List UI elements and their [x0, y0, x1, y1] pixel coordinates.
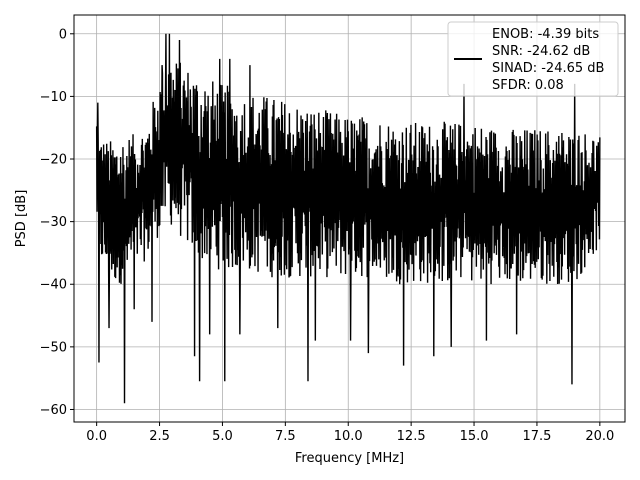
legend-sfdr: SFDR: 0.08 — [492, 78, 564, 93]
x-tick-label: 10.0 — [334, 429, 363, 444]
legend-snr: SNR: -24.62 dB — [492, 44, 590, 59]
x-tick-label: 20.0 — [585, 429, 614, 444]
x-tick-label: 17.5 — [522, 429, 551, 444]
x-tick-label: 7.5 — [275, 429, 296, 444]
x-tick-label: 5.0 — [212, 429, 233, 444]
legend-enob: ENOB: -4.39 bits — [492, 27, 599, 42]
x-tick-label: 2.5 — [149, 429, 170, 444]
legend: ENOB: -4.39 bits SNR: -24.62 dB SINAD: -… — [447, 21, 619, 97]
x-axis: 0.0 2.5 5.0 7.5 10.0 12.5 15.0 17.5 20.0 — [86, 422, 614, 444]
psd-series-line — [95, 33, 601, 404]
x-tick-label: 0.0 — [86, 429, 107, 444]
y-tick-label: −40 — [40, 278, 67, 293]
y-tick-label: −30 — [40, 215, 67, 230]
legend-sinad: SINAD: -24.65 dB — [492, 61, 604, 76]
y-tick-label: −20 — [40, 153, 67, 168]
plot-frame — [73, 14, 626, 423]
legend-box — [447, 21, 619, 97]
y-tick-label: −10 — [40, 90, 67, 105]
y-tick-label: −60 — [40, 403, 67, 418]
signal-layer — [95, 33, 601, 404]
y-tick-label: 0 — [59, 27, 67, 42]
x-tick-label: 12.5 — [397, 429, 426, 444]
x-axis-label: Frequency [MHz] — [295, 451, 404, 466]
y-axis-label: PSD [dB] — [14, 190, 29, 248]
y-axis: 0 −10 −20 −30 −40 −50 −60 — [40, 27, 74, 418]
x-tick-label: 15.0 — [460, 429, 489, 444]
y-tick-label: −50 — [40, 340, 67, 355]
